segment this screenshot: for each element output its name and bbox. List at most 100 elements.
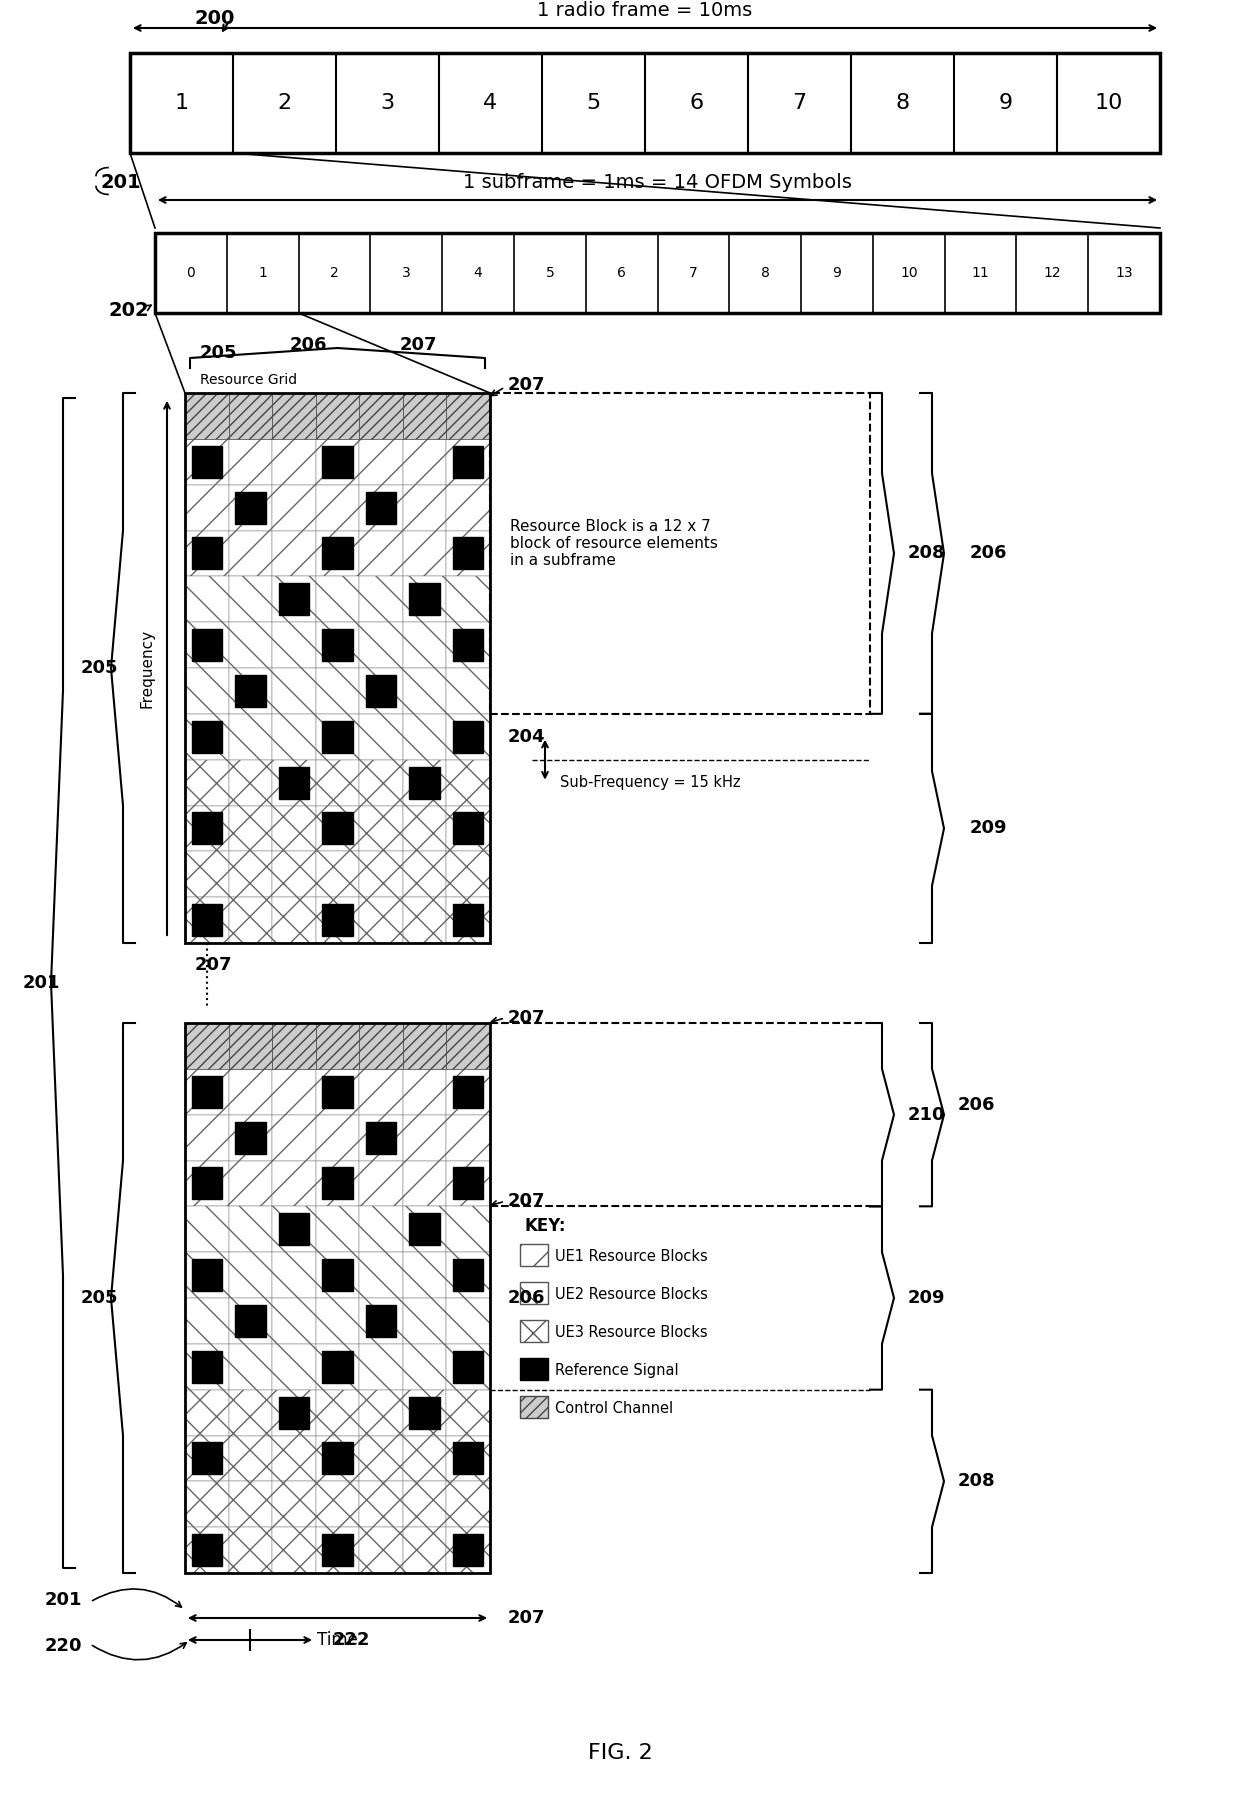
Text: 6: 6 [689,92,703,112]
Text: 204: 204 [508,727,546,745]
Bar [272,1527,316,1574]
Bar [272,439,316,484]
Bar [446,393,490,439]
Bar [322,1534,352,1566]
Bar [228,1298,272,1343]
Bar [316,1070,360,1115]
Bar [185,577,228,622]
Bar [360,852,403,897]
Bar [228,667,272,714]
Bar [366,1305,397,1336]
Bar [403,1160,446,1206]
Bar [316,1436,360,1481]
Bar [316,1391,360,1436]
Bar [322,1258,352,1291]
Bar [403,1436,446,1481]
Bar [360,531,403,577]
Text: 201: 201 [45,1592,82,1608]
Bar [453,446,484,479]
Bar [236,674,265,707]
Bar [322,1443,352,1474]
Bar [446,1070,490,1115]
Bar [360,1436,403,1481]
Text: 7: 7 [792,92,806,112]
Bar [228,531,272,577]
Bar [228,1481,272,1527]
Bar [403,439,446,484]
Bar [446,1391,490,1436]
Bar [403,1023,446,1070]
Bar [228,1070,272,1115]
Bar [403,852,446,897]
Bar [185,439,228,484]
Text: 4: 4 [474,267,482,279]
Bar [236,1305,265,1336]
Bar [316,439,360,484]
Bar [272,1070,316,1115]
Bar [272,1343,316,1391]
Bar [185,1481,228,1527]
Bar [130,53,1159,152]
Bar [185,760,228,805]
Text: 1: 1 [258,267,267,279]
Bar [403,667,446,714]
Bar [185,1253,228,1298]
Bar [360,1160,403,1206]
Text: FIG. 2: FIG. 2 [588,1742,652,1762]
Bar [191,1351,222,1383]
Bar [272,393,316,439]
Bar [228,439,272,484]
Text: Resource Grid: Resource Grid [200,373,298,386]
Bar [403,1070,446,1115]
Bar [272,1391,316,1436]
Text: 206: 206 [508,1289,546,1307]
Bar [520,1396,548,1418]
Bar [366,491,397,524]
Bar [403,1343,446,1391]
Bar [185,531,228,577]
Bar [446,1527,490,1574]
Text: 209: 209 [908,1289,945,1307]
Text: Resource Block is a 12 x 7
block of resource elements
in a subframe: Resource Block is a 12 x 7 block of reso… [510,519,718,567]
Bar [272,714,316,760]
Bar [316,577,360,622]
Bar [453,1168,484,1200]
Bar [272,1253,316,1298]
Text: 205: 205 [200,344,238,363]
Bar [228,1527,272,1574]
Bar [446,1343,490,1391]
Text: 209: 209 [970,819,1007,838]
Text: 207: 207 [508,1010,546,1026]
Bar [453,722,484,752]
Bar [191,722,222,752]
Bar [316,484,360,531]
Text: 6: 6 [618,267,626,279]
Bar [316,1527,360,1574]
Bar [403,1527,446,1574]
Bar [228,1023,272,1070]
Bar [316,714,360,760]
Bar [191,812,222,845]
Bar [228,1436,272,1481]
Text: Control Channel: Control Channel [556,1401,673,1416]
Bar [403,897,446,943]
Bar [409,1213,440,1246]
Bar [316,1481,360,1527]
Bar [272,1160,316,1206]
Bar [446,1298,490,1343]
Bar [446,1253,490,1298]
Text: 3: 3 [402,267,410,279]
Bar [279,584,309,615]
Bar [360,439,403,484]
Bar [228,1206,272,1253]
Bar [191,537,222,569]
Bar [403,577,446,622]
Bar [409,767,440,798]
Bar [446,897,490,943]
Bar [322,446,352,479]
Bar [272,667,316,714]
Text: 200: 200 [195,9,236,27]
Bar [228,852,272,897]
Text: 201: 201 [22,974,60,992]
Bar [316,897,360,943]
